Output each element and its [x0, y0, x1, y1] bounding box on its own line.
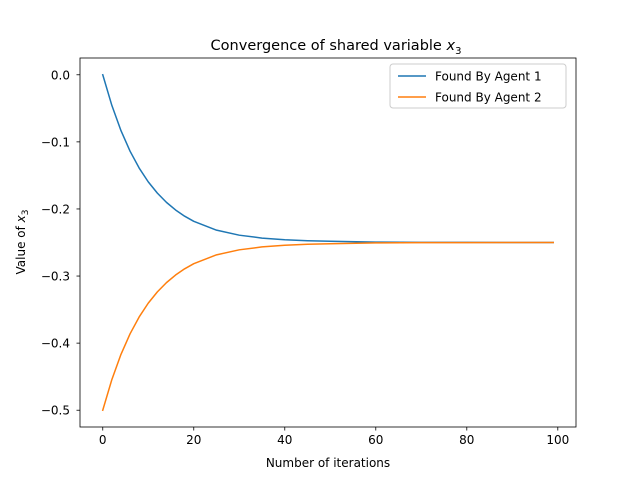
y-tick-label: −0.5: [41, 404, 70, 418]
y-axis-label: Value of x3: [14, 210, 31, 275]
series-lines: [101, 73, 554, 412]
x-axis-label: Number of iterations: [266, 456, 390, 470]
x-tick-label: 0: [99, 433, 107, 447]
y-tick-label: −0.1: [41, 135, 70, 149]
x-tick-label: 40: [277, 433, 292, 447]
legend: Found By Agent 1 Found By Agent 2: [389, 63, 567, 109]
y-tick-label: −0.3: [41, 270, 70, 284]
x-tick-label: 100: [546, 433, 569, 447]
legend-box: [389, 63, 567, 109]
chart-title: Convergence of shared variable x3: [211, 38, 462, 57]
x-axis-ticks: 0 20 40 60 80 100: [99, 427, 569, 447]
legend-label: Found By Agent 1: [435, 70, 542, 84]
y-tick-label: 0.0: [51, 68, 70, 82]
y-tick-label: −0.4: [41, 337, 70, 351]
x-tick-label: 20: [186, 433, 201, 447]
x-tick-label: 60: [368, 433, 383, 447]
y-tick-label: −0.2: [41, 202, 70, 216]
series-line-agent-2: [101, 241, 554, 412]
legend-label: Found By Agent 2: [435, 91, 542, 105]
y-axis-ticks: 0.0 −0.1 −0.2 −0.3 −0.4 −0.5: [41, 68, 80, 418]
x-tick-label: 80: [459, 433, 474, 447]
axes-frame: [79, 57, 577, 428]
